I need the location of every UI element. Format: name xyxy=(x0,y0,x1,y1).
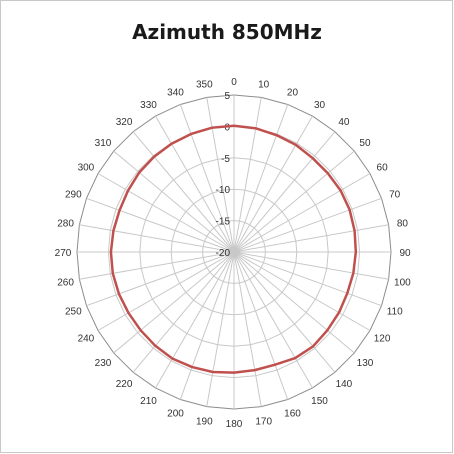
series-group xyxy=(109,124,358,374)
angle-label: 130 xyxy=(357,358,374,369)
grid-spoke xyxy=(233,251,382,307)
angle-label: 140 xyxy=(336,379,353,390)
angle-label: 330 xyxy=(140,100,157,111)
grid-spoke xyxy=(97,173,235,253)
radial-axis-labels: 5 0 -5 -10 -15 -20 xyxy=(216,91,231,259)
angle-label: 60 xyxy=(377,163,389,174)
angle-label: 210 xyxy=(140,396,157,407)
grid-spoke xyxy=(206,251,235,407)
grid-spoke xyxy=(206,97,235,253)
grid-spoke xyxy=(97,251,235,331)
grid-spoke xyxy=(233,197,382,253)
angle-label: 80 xyxy=(397,218,409,229)
grid-spoke xyxy=(233,251,355,354)
grid-spoke xyxy=(86,251,235,307)
angle-label: 200 xyxy=(167,409,184,420)
radial-tick-label: -15 xyxy=(216,217,231,228)
grid-spoke xyxy=(86,197,235,253)
angle-label: 30 xyxy=(314,100,326,111)
angle-label: 40 xyxy=(338,117,350,128)
grid-spoke xyxy=(233,251,289,400)
grid-spoke xyxy=(233,251,371,331)
angle-label: 120 xyxy=(374,334,391,345)
grid-spoke xyxy=(179,104,235,253)
angle-label: 100 xyxy=(394,278,411,289)
angle-label: 280 xyxy=(57,218,74,229)
angle-label: 320 xyxy=(116,117,133,128)
grid-spoke xyxy=(233,251,313,389)
angle-label: 180 xyxy=(226,419,243,430)
grid-spoke xyxy=(233,104,289,253)
angle-labels: 0 102030405060708090100110120130140150160… xyxy=(55,77,412,430)
angle-label: 190 xyxy=(196,416,213,427)
angle-label: 10 xyxy=(258,80,270,91)
grid-spoke xyxy=(179,251,235,400)
grid-spoke xyxy=(132,251,235,373)
grid-spoke xyxy=(233,251,336,373)
radial-tick-label: 5 xyxy=(224,91,230,102)
grid-spoke xyxy=(155,115,235,253)
angle-label: 250 xyxy=(65,306,82,317)
angle-label: 240 xyxy=(78,334,95,345)
grid-spoke xyxy=(233,251,262,407)
angle-label: 230 xyxy=(95,358,112,369)
angle-label: 110 xyxy=(387,306,403,317)
angle-label: 300 xyxy=(78,163,95,174)
angle-label: 90 xyxy=(399,248,411,259)
angle-label: 150 xyxy=(311,396,328,407)
angle-label: 350 xyxy=(196,80,213,91)
grid-spoke xyxy=(233,224,389,253)
angle-label: 290 xyxy=(65,190,82,201)
angle-label: 70 xyxy=(389,190,401,201)
radial-tick-label: 0 xyxy=(224,122,230,133)
grid-spoke xyxy=(233,131,336,253)
angle-label: 0 xyxy=(231,77,237,88)
angle-label: 220 xyxy=(116,379,133,390)
angle-label: 170 xyxy=(255,416,272,427)
radial-tick-label: -20 xyxy=(216,248,231,259)
radial-tick-label: -10 xyxy=(216,185,231,196)
angle-label: 260 xyxy=(57,278,74,289)
angle-label: 20 xyxy=(287,87,299,98)
angle-label: 310 xyxy=(95,138,112,149)
grid-spoke xyxy=(132,131,235,253)
angle-label: 160 xyxy=(284,409,301,420)
grid-spoke xyxy=(233,251,389,280)
grid-spoke xyxy=(113,150,235,253)
radial-tick-label: -5 xyxy=(221,154,230,165)
series-line xyxy=(109,124,358,374)
angle-label: 50 xyxy=(359,138,371,149)
grid-spoke xyxy=(233,150,355,253)
grid-spokes xyxy=(77,95,391,409)
grid-spoke xyxy=(79,224,235,253)
angle-label: 270 xyxy=(55,248,72,259)
grid-spoke xyxy=(233,173,371,253)
grid-spoke xyxy=(155,251,235,389)
grid-spoke xyxy=(233,97,262,253)
grid-spoke xyxy=(113,251,235,354)
chart-title: Azimuth 850MHz xyxy=(132,20,322,44)
angle-label: 340 xyxy=(167,87,184,98)
grid-spoke xyxy=(233,115,313,253)
grid-spoke xyxy=(79,251,235,280)
